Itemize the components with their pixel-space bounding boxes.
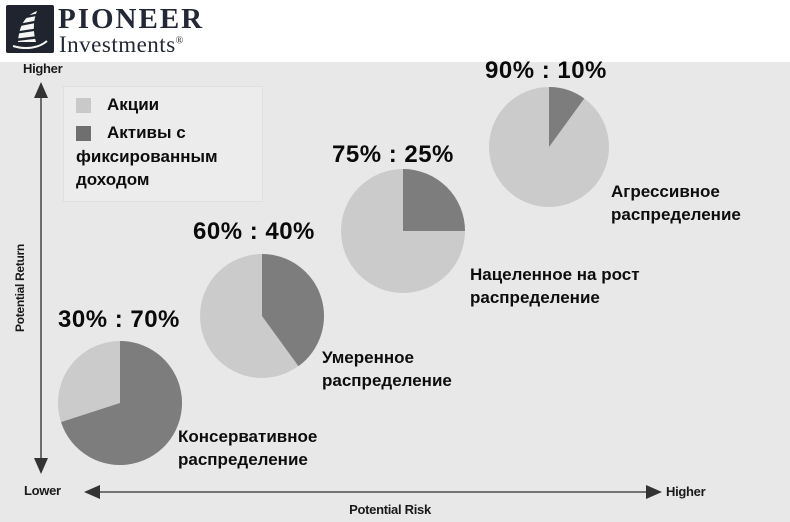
corner-lower-label: Lower (24, 483, 61, 498)
pioneer-sail-logo-icon (6, 5, 54, 53)
pie-aggressive-name-line1: Агрессивное (611, 182, 720, 201)
x-axis-arrow (84, 485, 662, 499)
x-axis-higher-label: Higher (666, 484, 706, 499)
pie-growth-ratio-label: 75% : 25% (332, 141, 454, 168)
pie-conservative-ratio-label: 30% : 70% (58, 306, 180, 333)
legend-item-fixed-income: Активы с (76, 123, 256, 143)
pie-aggressive-name: Агрессивное распределение (611, 180, 741, 226)
pie-moderate-name-line2: распределение (322, 371, 452, 390)
x-axis-title: Potential Risk (349, 502, 431, 517)
legend-item-equities: Акции (76, 95, 256, 115)
fixed-income-swatch-icon (76, 125, 91, 141)
legend-fixed-income-label-line3: доходом (76, 170, 150, 189)
brand-subname: Investments® (59, 32, 184, 57)
pie-moderate-ratio-label: 60% : 40% (193, 218, 315, 245)
pie-conservative-name-line1: Консервативное (178, 427, 318, 446)
pie-aggressive-ratio-label: 90% : 10% (485, 57, 607, 84)
pie-conservative-name: Консервативное распределение (178, 425, 317, 471)
registered-mark: ® (175, 35, 184, 47)
legend: Акции Активы с фиксированным доходом (63, 86, 263, 202)
legend-equities-label: Акции (107, 95, 160, 114)
pie-moderate-name-line1: Умеренное (322, 348, 414, 367)
pie-growth-name-line1: Нацеленное на рост (470, 265, 640, 284)
equities-swatch-icon (76, 97, 91, 113)
legend-fixed-income-label-line1: Активы с (107, 123, 186, 142)
pie-moderate-name: Умеренное распределение (322, 346, 452, 392)
y-axis-arrow (34, 82, 48, 474)
legend-fixed-income-label-line2: фиксированным (76, 147, 218, 166)
pie-aggressive-name-line2: распределение (611, 205, 741, 224)
pie-growth-name-line2: распределение (470, 288, 600, 307)
y-axis-higher-label: Higher (23, 61, 63, 76)
y-axis-title: Potential Return (13, 244, 27, 332)
pie-conservative-name-line2: распределение (178, 450, 308, 469)
pie-growth-name: Нацеленное на рост распределение (470, 263, 640, 309)
brand-name: PIONEER (58, 3, 205, 35)
pie-moderate (200, 254, 324, 378)
pie-growth (341, 169, 465, 293)
pie-conservative (58, 341, 182, 465)
header-band: PIONEER Investments® (0, 0, 790, 62)
pie-aggressive (489, 87, 609, 207)
